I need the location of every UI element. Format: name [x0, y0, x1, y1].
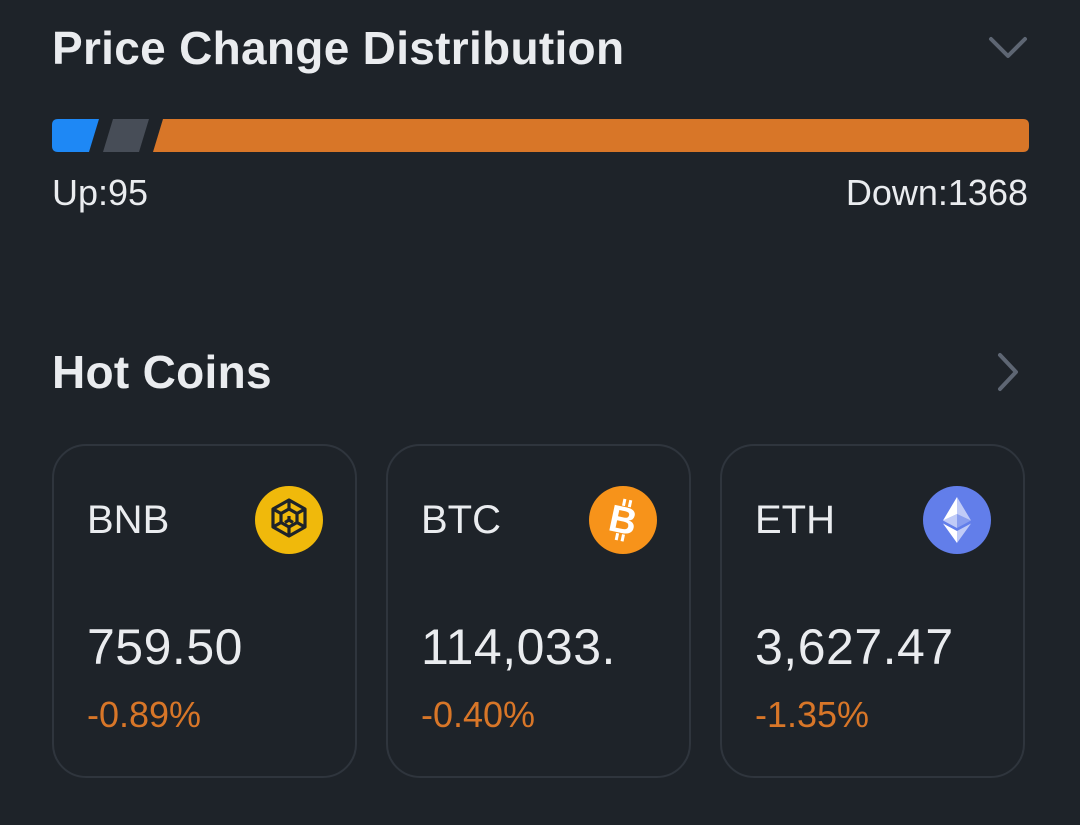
coin-price: 3,627.47: [755, 619, 954, 675]
distribution-bar-flat: [103, 119, 149, 152]
distribution-labels: Up:95 Down:1368: [52, 172, 1028, 214]
hot-coins-list: BNB 759.50 -0.89% BTC B 114,033. -0.40% …: [52, 444, 1028, 778]
distribution-title: Price Change Distribution: [52, 22, 625, 74]
coin-change: -0.40%: [421, 694, 536, 735]
coin-symbol: BNB: [87, 498, 170, 542]
distribution-bar-down: [153, 119, 1029, 152]
coin-card-eth[interactable]: ETH 3,627.47 -1.35%: [720, 444, 1025, 778]
coin-change: -1.35%: [755, 694, 870, 735]
coin-symbol: ETH: [755, 498, 835, 542]
hot-coins-header[interactable]: Hot Coins: [52, 342, 1028, 402]
distribution-bar-up: [52, 119, 99, 152]
coin-change: -0.89%: [87, 694, 202, 735]
distribution-header: Price Change Distribution: [52, 18, 1028, 78]
chevron-down-icon[interactable]: [988, 28, 1028, 68]
coin-card-btc[interactable]: BTC B 114,033. -0.40%: [386, 444, 691, 778]
distribution-bar: [52, 119, 1029, 152]
eth-icon: [923, 486, 991, 554]
coin-price: 759.50: [87, 619, 243, 675]
coin-card-bnb[interactable]: BNB 759.50 -0.89%: [52, 444, 357, 778]
down-count-label: Down:1368: [845, 172, 1028, 213]
coin-price: 114,033.: [421, 619, 616, 675]
hot-coins-title: Hot Coins: [52, 346, 272, 398]
up-count-label: Up:95: [52, 172, 149, 213]
chevron-right-icon[interactable]: [988, 352, 1028, 392]
coin-symbol: BTC: [421, 498, 501, 542]
bnb-icon: [255, 486, 323, 554]
btc-icon: B: [589, 486, 657, 554]
